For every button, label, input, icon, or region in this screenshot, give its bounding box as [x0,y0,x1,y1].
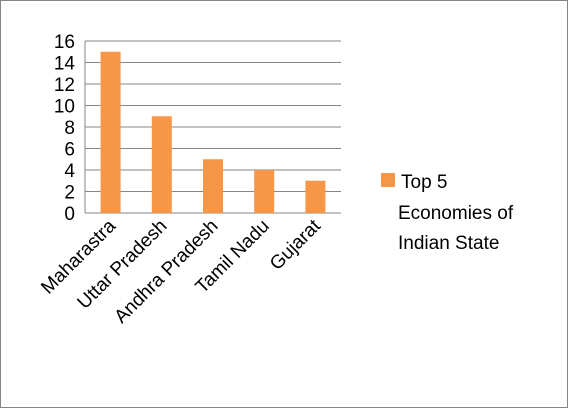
bar [254,170,274,213]
legend-label-line: Top 5 [401,172,447,193]
bar [203,159,223,213]
x-category-label: Gujarat [266,215,325,274]
bar [152,116,172,213]
legend-swatch [381,173,395,187]
bar [305,181,325,213]
x-category-label: Uttar Pradesh [74,216,172,314]
legend-label-line: Indian State [398,233,499,254]
y-tick-label: 8 [64,118,75,139]
bar-series [101,52,326,213]
y-tick-label: 16 [54,32,75,53]
y-tick-label: 6 [64,140,75,161]
y-tick-label: 10 [54,97,75,118]
y-tick-label: 4 [64,161,75,182]
legend-label-line: Economies of [398,203,514,224]
legend: Top 5 Economies of Indian State [381,172,514,254]
y-tick-label: 14 [54,54,76,75]
bar [101,52,121,213]
y-tick-label: 12 [54,75,75,96]
y-tick-label: 0 [64,204,75,225]
y-tick-label: 2 [64,183,75,204]
